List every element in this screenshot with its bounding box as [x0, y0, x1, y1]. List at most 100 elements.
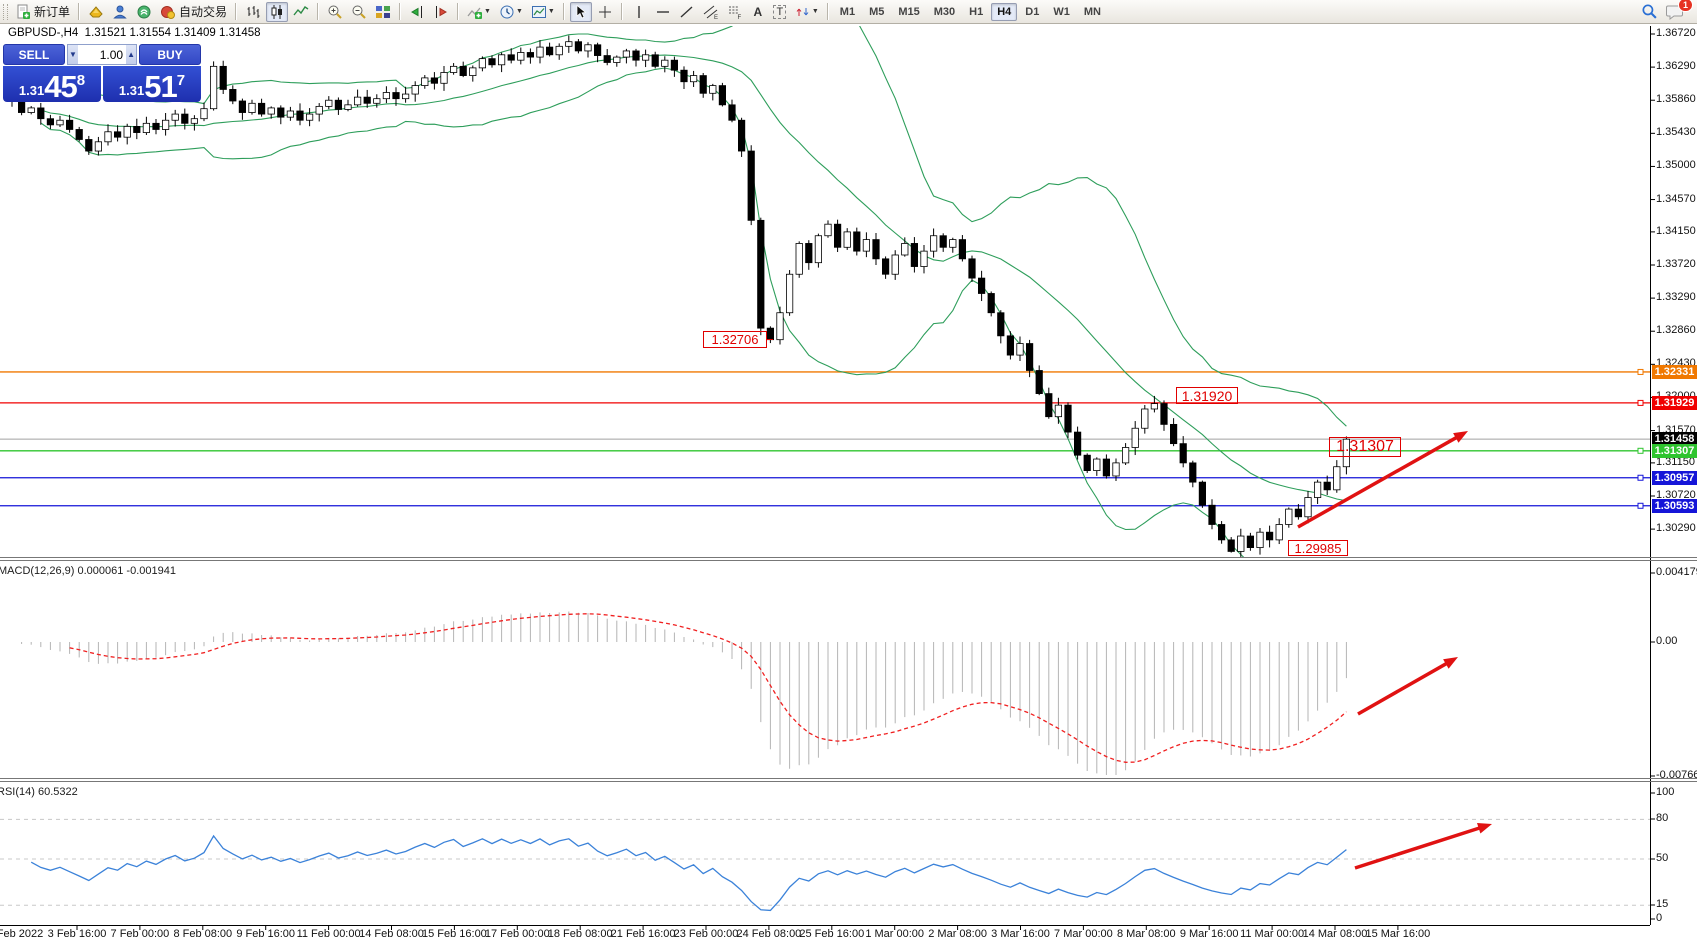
candle: [555, 45, 563, 56]
price-tick-label: 1.36290: [1656, 60, 1696, 73]
tile-windows-button[interactable]: [372, 2, 394, 22]
line-chart-mode-button[interactable]: [290, 2, 312, 22]
rsi-scale-label: 15: [1656, 898, 1669, 910]
arrows-tool-button[interactable]: ▼: [792, 2, 822, 22]
candle: [1016, 343, 1024, 356]
candle: [1054, 404, 1062, 418]
chart-shift-button[interactable]: [430, 2, 452, 22]
timeframe-m1[interactable]: M1: [839, 5, 856, 18]
price-annotation-1.29985[interactable]: 1.29985: [1288, 540, 1348, 556]
candle: [1074, 431, 1082, 456]
macd-scale-label: 0.004179: [1656, 566, 1697, 578]
text-tool-button[interactable]: A: [748, 2, 768, 22]
search-icon: [1642, 4, 1657, 19]
candle: [757, 219, 765, 329]
time-axis-label: 24 Feb 08:00: [736, 928, 802, 940]
horizontal-level-lines[interactable]: [0, 368, 1650, 509]
time-axis-label: 9 Mar 16:00: [1179, 928, 1239, 940]
candle: [75, 129, 83, 140]
indicators-button[interactable]: ▼: [464, 2, 494, 22]
candle: [786, 273, 794, 314]
vertical-line-tool-button[interactable]: [628, 2, 650, 22]
horizontal-line-tool-button[interactable]: [652, 2, 674, 22]
price-tag-1.31307: 1.31307: [1652, 443, 1697, 458]
fibonacci-tool-button[interactable]: F: [724, 2, 746, 22]
candle: [622, 50, 631, 58]
price-annotation-1.31307[interactable]: 1.31307: [1329, 437, 1401, 457]
price-tag-1.32331: 1.32331: [1652, 364, 1697, 379]
candle: [305, 113, 314, 121]
timeframe-mn[interactable]: MN: [1083, 5, 1101, 18]
market-watch-button[interactable]: [85, 2, 107, 22]
channel-icon: E: [703, 5, 718, 20]
ask-price-display[interactable]: 1.31 51 7: [103, 66, 201, 102]
timeframe-d1[interactable]: D1: [1025, 5, 1040, 18]
candle: [738, 119, 746, 152]
sell-button[interactable]: SELL: [3, 44, 65, 65]
cursor-tool-button[interactable]: [569, 1, 592, 22]
bid-price-display[interactable]: 1.31 45 8: [3, 66, 101, 102]
autotrading-button[interactable]: 自动交易: [157, 2, 230, 22]
time-axis-label: 3 Mar 16:00: [991, 928, 1050, 940]
candle: [795, 243, 803, 275]
candle: [56, 119, 64, 126]
candle: [440, 72, 448, 84]
price-tick-label: 1.34570: [1656, 192, 1696, 205]
equidistant-channel-tool-button[interactable]: E: [700, 2, 722, 22]
red-arrow: [1297, 433, 1462, 529]
candle: [853, 231, 861, 252]
volume-increase-button[interactable]: ▲: [126, 45, 136, 64]
candle: [171, 113, 179, 121]
candle: [930, 235, 938, 252]
zoom-out-button[interactable]: [348, 2, 370, 22]
bar-chart-mode-button[interactable]: [242, 2, 264, 22]
fibonacci-icon: F: [728, 6, 741, 20]
timeframe-m15[interactable]: M15: [898, 5, 920, 18]
indicators-dropdown-caret[interactable]: ▼: [484, 8, 491, 15]
timeframe-m30[interactable]: M30: [933, 5, 956, 18]
buy-button[interactable]: BUY: [139, 44, 201, 65]
candle: [430, 77, 439, 84]
periods-dropdown-caret[interactable]: ▼: [515, 8, 523, 15]
ask-price-pip: 7: [176, 72, 186, 89]
new-order-button[interactable]: 新订单: [12, 2, 73, 22]
search-button[interactable]: [1638, 2, 1661, 22]
timeframe-m5[interactable]: M5: [869, 5, 885, 18]
new-order-label: 新订单: [34, 5, 71, 19]
trendline-tool-button[interactable]: [676, 2, 698, 22]
arrow-shapes-icon: [796, 7, 809, 16]
trendline-icon: [680, 5, 693, 18]
community-button[interactable]: [133, 2, 155, 22]
candle: [603, 55, 611, 63]
templates-dropdown-caret[interactable]: ▼: [547, 8, 555, 15]
volume-decrease-button[interactable]: ▼: [68, 45, 78, 64]
trend-arrows[interactable]: [1297, 431, 1492, 870]
arrows-dropdown-caret[interactable]: ▼: [811, 8, 819, 15]
macd-scale-label: 0.00: [1656, 635, 1678, 647]
candle: [978, 277, 986, 294]
price-annotation-1.32706[interactable]: 1.32706: [703, 331, 767, 348]
periods-button[interactable]: ▼: [496, 2, 526, 22]
candle: [1189, 462, 1197, 483]
candle: [642, 54, 650, 61]
volume-input[interactable]: [77, 45, 127, 64]
candlestick-mode-button[interactable]: [266, 1, 289, 22]
zoom-in-button[interactable]: [324, 2, 346, 22]
profile-button[interactable]: [109, 2, 131, 22]
price-annotation-1.31920[interactable]: 1.31920: [1176, 387, 1238, 404]
timeframe-h1[interactable]: H1: [969, 5, 984, 18]
auto-scroll-button[interactable]: [406, 2, 428, 22]
text-label-tool-button[interactable]: T: [770, 2, 790, 22]
timeframe-h4[interactable]: H4: [991, 2, 1018, 21]
templates-button[interactable]: ▼: [528, 2, 558, 22]
crosshair-tool-button[interactable]: [594, 2, 616, 22]
timeframe-w1[interactable]: W1: [1053, 5, 1070, 18]
time-axis-label: 15 Mar 16:00: [1365, 928, 1431, 940]
bid-price-big: 45: [44, 68, 77, 104]
chat-button[interactable]: 1: [1663, 0, 1693, 22]
red-arrow-head: [1453, 431, 1468, 443]
candle: [421, 77, 429, 86]
